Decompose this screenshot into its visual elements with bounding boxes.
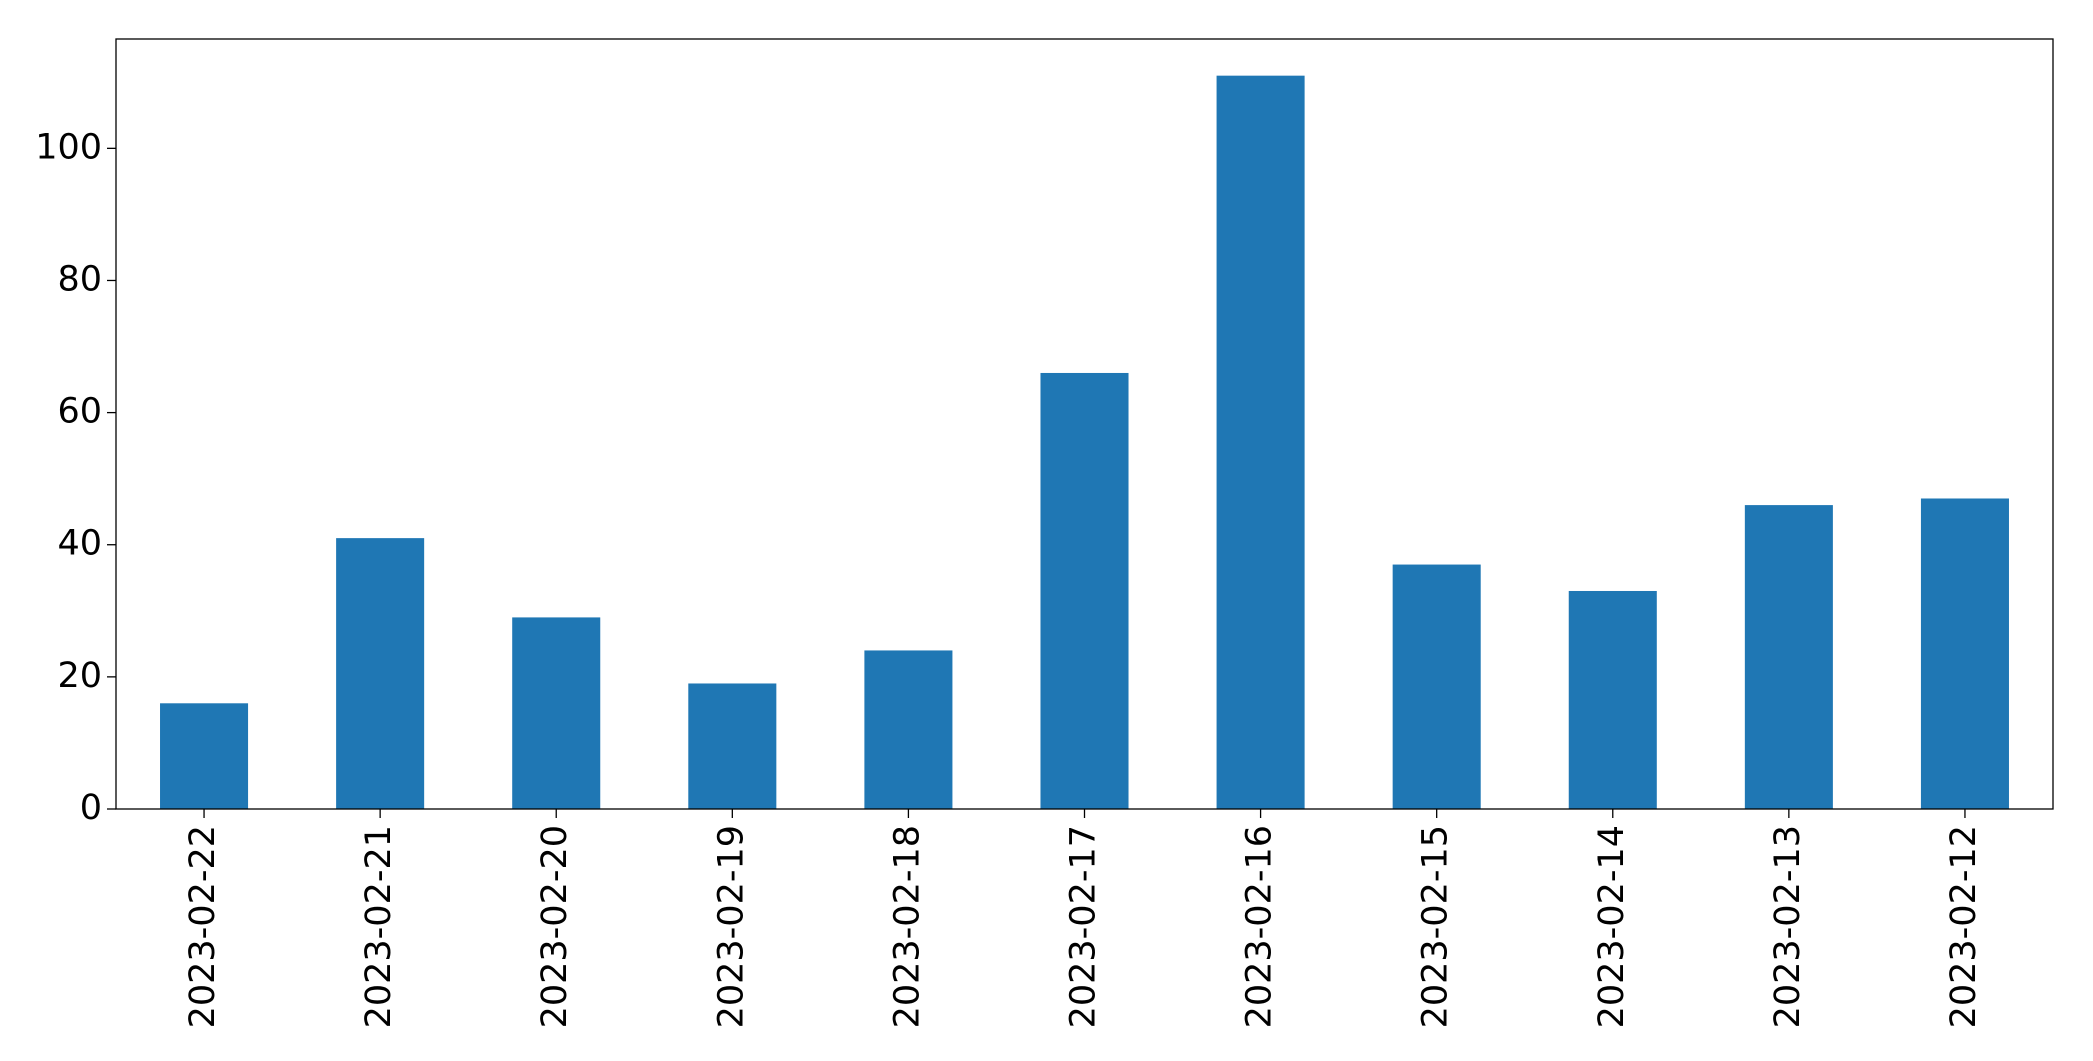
bar (336, 538, 425, 809)
y-tick-label: 100 (35, 127, 102, 167)
x-tick-label: 2023-02-12 (1944, 825, 1984, 1028)
bar (160, 703, 249, 809)
bar (1216, 75, 1305, 809)
bar (1392, 564, 1481, 809)
bar (512, 617, 601, 809)
x-tick-label: 2023-02-17 (1064, 825, 1104, 1028)
y-tick-label: 0 (80, 788, 102, 828)
x-tick-label: 2023-02-20 (535, 825, 575, 1028)
x-tick-label: 2023-02-22 (183, 825, 223, 1028)
x-tick-label: 2023-02-18 (887, 825, 927, 1028)
bar (688, 683, 777, 809)
y-tick-label: 80 (57, 259, 102, 299)
x-tick-label: 2023-02-13 (1768, 825, 1808, 1028)
x-tick-label: 2023-02-19 (711, 825, 751, 1028)
x-tick-label: 2023-02-15 (1416, 825, 1456, 1028)
bar (864, 650, 953, 809)
bar (1040, 372, 1129, 809)
x-tick-label: 2023-02-21 (359, 825, 399, 1028)
x-tick-label: 2023-02-14 (1592, 825, 1632, 1028)
bar (1744, 505, 1833, 809)
x-tick-label: 2023-02-16 (1240, 825, 1280, 1028)
y-tick-label: 40 (57, 524, 102, 564)
bar (1920, 498, 2009, 809)
plot-frame (115, 38, 2054, 810)
y-tick-label: 20 (57, 656, 102, 696)
bar (1568, 590, 1657, 809)
y-tick-label: 60 (57, 392, 102, 432)
